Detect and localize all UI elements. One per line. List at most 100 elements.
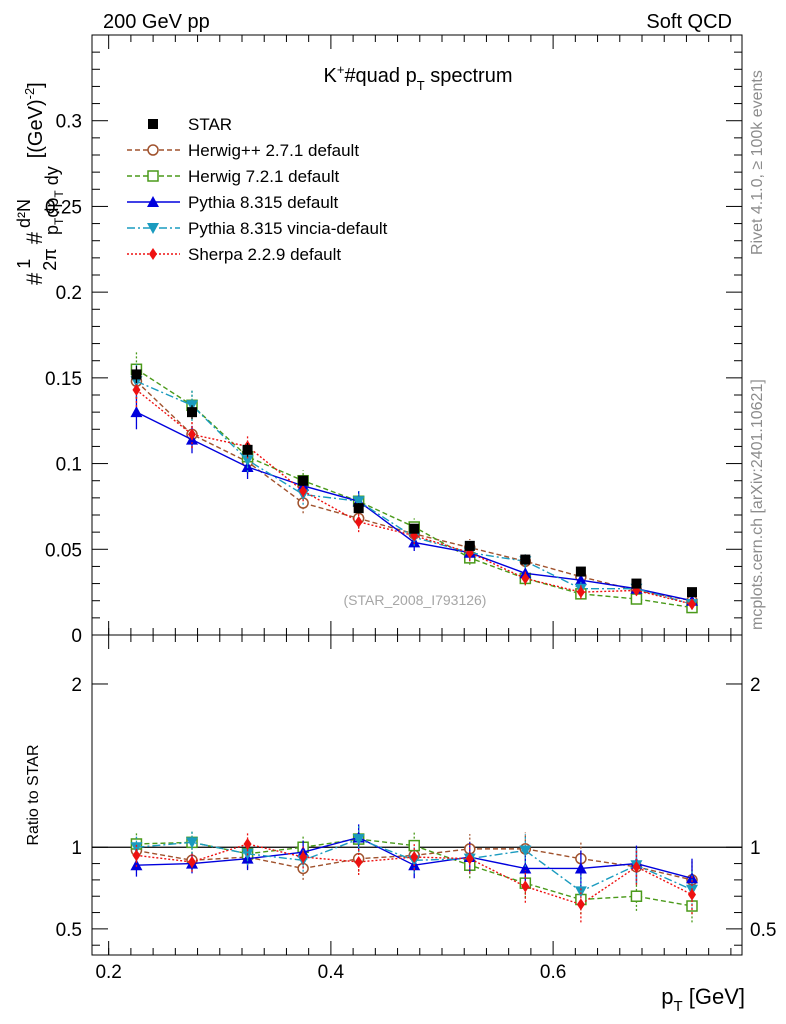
data-point	[353, 503, 364, 514]
legend-entry: Herwig 7.2.1 default	[127, 167, 339, 186]
data-point	[188, 428, 196, 441]
legend-marker	[147, 170, 159, 182]
series-line	[136, 411, 693, 602]
ratio-plot-frame	[91, 634, 743, 956]
data-point	[242, 444, 253, 455]
legend-marker	[147, 196, 159, 207]
data-point	[410, 851, 419, 864]
data-point	[132, 849, 141, 862]
data-point	[132, 383, 141, 396]
legend-label: Herwig 7.2.1 default	[188, 167, 339, 186]
data-point	[188, 855, 196, 868]
data-point	[521, 880, 530, 893]
data-point	[574, 886, 587, 898]
data-point	[574, 574, 587, 586]
data-point	[186, 837, 198, 849]
legend: STAR Herwig++ 2.7.1 default Herwig 7.2.1 d…	[127, 115, 388, 264]
series-line	[135, 380, 693, 602]
legend-label: Pythia 8.315 default	[188, 193, 339, 212]
series-sherpa-2-2-9-default	[132, 832, 696, 923]
y-tick-label: 0.5	[56, 920, 82, 941]
data-point	[130, 859, 143, 871]
legend-marker	[147, 223, 159, 234]
main-data-layer	[130, 352, 698, 614]
y-tick-label-right: 1	[750, 838, 761, 859]
series-line	[136, 843, 693, 906]
series-line	[136, 380, 693, 605]
y-tick-label: 0.3	[56, 112, 82, 133]
y-tick-label: 0.2	[56, 283, 82, 304]
series-pythia-8-315-vincia-default	[130, 364, 698, 611]
data-point	[576, 586, 585, 599]
data-point	[130, 842, 143, 854]
data-point	[131, 369, 142, 380]
data-point	[241, 455, 254, 467]
data-point	[354, 515, 363, 528]
y-tick-label: 0.15	[45, 369, 82, 390]
data-point	[574, 862, 587, 874]
y-tick-label-right: 2	[750, 675, 761, 696]
data-point	[243, 837, 252, 850]
y-tick-label: 0.1	[56, 455, 82, 476]
data-point	[299, 851, 308, 864]
data-point	[298, 475, 309, 486]
series-herwig-7-2-1-default	[130, 352, 698, 614]
data-point	[409, 523, 420, 534]
y-tick-label-right: 0.5	[750, 920, 776, 941]
analysis-watermark: (STAR_2008_I793126)	[344, 592, 487, 608]
mcplots-label: mcplots.cern.ch [arXiv:2401.10621]	[749, 379, 766, 630]
legend-entry: Sherpa 2.2.9 default	[127, 245, 341, 264]
y-tick-label: 0.05	[45, 540, 82, 561]
data-point	[520, 554, 531, 565]
data-point	[576, 898, 585, 911]
legend-marker	[148, 119, 158, 129]
header-left: 200 GeV pp	[103, 11, 210, 33]
data-point	[575, 566, 586, 577]
legend-marker	[147, 144, 159, 156]
data-point	[187, 407, 197, 418]
data-point	[519, 845, 532, 857]
x-tick-label: 0.6	[540, 962, 566, 983]
y-tick-label: 0.25	[45, 197, 82, 218]
data-point	[130, 406, 143, 418]
legend-entry: Herwig++ 2.7.1 default	[127, 141, 359, 160]
series-line	[136, 389, 693, 605]
legend-entry: Pythia 8.315 default	[127, 193, 339, 212]
y-tick-label: 2	[71, 675, 82, 696]
data-point	[519, 862, 532, 874]
header-right: Soft QCD	[646, 11, 732, 33]
legend-label: Herwig++ 2.7.1 default	[188, 141, 359, 160]
legend-label: Pythia 8.315 vincia-default	[188, 219, 388, 238]
main-title: K+#quad pT spectrum	[324, 62, 513, 93]
data-point	[299, 485, 308, 497]
legend-entry: STAR	[148, 115, 232, 134]
main-y-axis-label: #1 2π#d²NpTdpT dy[(GeV)-2]	[14, 82, 66, 285]
x-tick-label: 0.2	[95, 962, 121, 983]
legend-label: STAR	[188, 115, 232, 134]
rivet-label: Rivet 4.1.0, ≥ 100k events	[749, 70, 766, 255]
legend-marker	[149, 248, 157, 260]
data-point	[354, 855, 363, 868]
axes-layer: 0.2 0.4 0.6 0 0.05 0.1 0.15 0.2 0.25 0.3 0.5 0.5 1 1 2…	[45, 35, 776, 983]
data-point	[465, 852, 474, 865]
data-point	[521, 572, 530, 585]
svg-text:#12π#d²NpTdpT dy[(GeV)-2]: #1 2π#d²NpTdpT dy[(GeV)-2]	[14, 82, 66, 285]
data-point	[352, 834, 365, 846]
data-point	[630, 890, 643, 902]
y-tick-label: 1	[71, 838, 82, 859]
data-point	[687, 587, 697, 598]
ratio-y-axis-label: Ratio to STAR	[25, 744, 42, 845]
legend-entry: Pythia 8.315 vincia-default	[127, 219, 388, 238]
series-star	[131, 365, 697, 598]
data-point	[464, 540, 475, 551]
y-tick-label: 0	[71, 626, 82, 647]
series-herwig-2-7-1-default	[130, 364, 698, 607]
data-point	[688, 598, 696, 611]
data-point	[632, 860, 641, 873]
data-point	[631, 578, 642, 589]
legend-label: Sherpa 2.2.9 default	[188, 245, 341, 264]
data-point	[352, 496, 365, 508]
x-tick-label: 0.4	[318, 962, 345, 983]
data-point	[688, 888, 696, 901]
